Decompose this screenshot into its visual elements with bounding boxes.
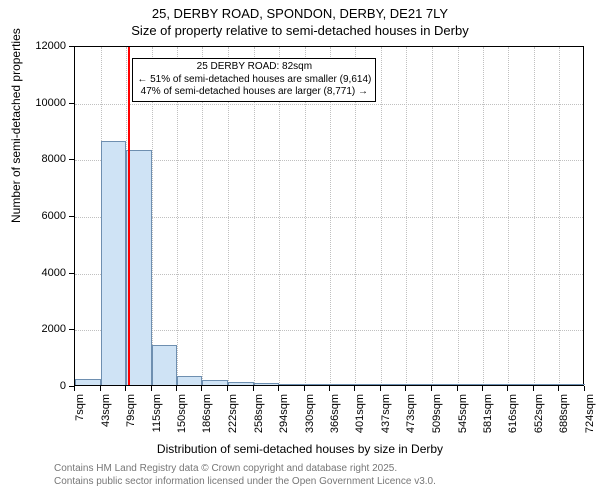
x-tick-label: 473sqm (405, 394, 417, 444)
histogram-bar (483, 384, 509, 385)
chart-title-block: 25, DERBY ROAD, SPONDON, DERBY, DE21 7LY… (0, 0, 600, 40)
y-tick (69, 103, 74, 104)
marker-callout-line2: ← 51% of semi-detached houses are smalle… (137, 74, 371, 87)
histogram-bar (202, 380, 228, 385)
x-tick-label: 294sqm (278, 394, 290, 444)
x-tick-label: 43sqm (100, 394, 112, 444)
y-tick-label: 0 (0, 380, 66, 392)
marker-callout: 25 DERBY ROAD: 82sqm← 51% of semi-detach… (132, 58, 376, 102)
x-tick-label: 79sqm (125, 394, 137, 444)
x-tick (533, 386, 534, 391)
grid-line-x (381, 47, 382, 385)
histogram-bar (101, 141, 127, 385)
x-tick (405, 386, 406, 391)
x-tick (380, 386, 381, 391)
x-tick-label: 186sqm (201, 394, 213, 444)
x-tick (431, 386, 432, 391)
grid-line-x (458, 47, 459, 385)
histogram-bar (381, 384, 407, 385)
x-tick (584, 386, 585, 391)
chart-title-line1: 25, DERBY ROAD, SPONDON, DERBY, DE21 7LY (0, 6, 600, 23)
histogram-bar (228, 382, 254, 385)
chart-container: 25, DERBY ROAD, SPONDON, DERBY, DE21 7LY… (0, 0, 600, 500)
grid-line-x (534, 47, 535, 385)
y-tick (69, 46, 74, 47)
x-tick (74, 386, 75, 391)
marker-callout-line3: 47% of semi-detached houses are larger (… (137, 86, 371, 99)
histogram-bar (305, 384, 331, 385)
x-tick-label: 401sqm (354, 394, 366, 444)
attribution-line1: Contains HM Land Registry data © Crown c… (54, 462, 436, 475)
x-tick (227, 386, 228, 391)
grid-line-x (432, 47, 433, 385)
histogram-bar (534, 384, 560, 385)
attribution-block: Contains HM Land Registry data © Crown c… (54, 462, 436, 488)
x-tick-label: 330sqm (304, 394, 316, 444)
x-tick (201, 386, 202, 391)
x-tick-label: 545sqm (457, 394, 469, 444)
y-tick (69, 159, 74, 160)
grid-line-x (559, 47, 560, 385)
y-tick-label: 4000 (0, 267, 66, 279)
y-tick-label: 2000 (0, 323, 66, 335)
x-tick (176, 386, 177, 391)
y-tick-label: 8000 (0, 153, 66, 165)
x-tick-label: 150sqm (176, 394, 188, 444)
histogram-bar (152, 345, 178, 385)
x-tick-label: 652sqm (533, 394, 545, 444)
x-tick (100, 386, 101, 391)
marker-callout-line1: 25 DERBY ROAD: 82sqm (137, 61, 371, 74)
x-tick-label: 115sqm (151, 394, 163, 444)
x-tick-label: 581sqm (482, 394, 494, 444)
x-tick (558, 386, 559, 391)
marker-line (128, 47, 130, 385)
histogram-bar (279, 384, 305, 385)
y-tick-label: 10000 (0, 97, 66, 109)
histogram-bar (458, 384, 484, 385)
histogram-bar (75, 379, 101, 385)
histogram-bar (432, 384, 458, 385)
histogram-bar (406, 384, 432, 385)
histogram-bar (330, 384, 356, 385)
histogram-bar (355, 384, 381, 385)
y-tick-label: 12000 (0, 40, 66, 52)
histogram-bar (254, 383, 280, 385)
grid-line-x (406, 47, 407, 385)
x-tick (482, 386, 483, 391)
plot-area: 25 DERBY ROAD: 82sqm← 51% of semi-detach… (74, 46, 584, 386)
grid-line-x (508, 47, 509, 385)
x-tick-label: 688sqm (558, 394, 570, 444)
x-tick (457, 386, 458, 391)
x-tick-label: 258sqm (253, 394, 265, 444)
y-tick (69, 273, 74, 274)
x-tick-label: 437sqm (380, 394, 392, 444)
grid-line-x (483, 47, 484, 385)
x-tick (278, 386, 279, 391)
attribution-line2: Contains public sector information licen… (54, 475, 436, 488)
x-tick (329, 386, 330, 391)
y-tick (69, 216, 74, 217)
x-tick (125, 386, 126, 391)
histogram-bar (177, 376, 203, 385)
chart-title-line2: Size of property relative to semi-detach… (0, 23, 600, 40)
x-tick-label: 366sqm (329, 394, 341, 444)
x-tick-label: 724sqm (584, 394, 596, 444)
x-tick-label: 616sqm (507, 394, 519, 444)
x-tick-label: 7sqm (74, 394, 86, 444)
histogram-bar (508, 384, 534, 385)
x-axis-label: Distribution of semi-detached houses by … (0, 442, 600, 456)
x-tick (151, 386, 152, 391)
x-tick (253, 386, 254, 391)
x-tick-label: 509sqm (431, 394, 443, 444)
x-tick (354, 386, 355, 391)
x-tick-label: 222sqm (227, 394, 239, 444)
y-tick (69, 329, 74, 330)
x-tick (507, 386, 508, 391)
x-tick (304, 386, 305, 391)
y-tick-label: 6000 (0, 210, 66, 222)
histogram-bar (559, 384, 585, 385)
